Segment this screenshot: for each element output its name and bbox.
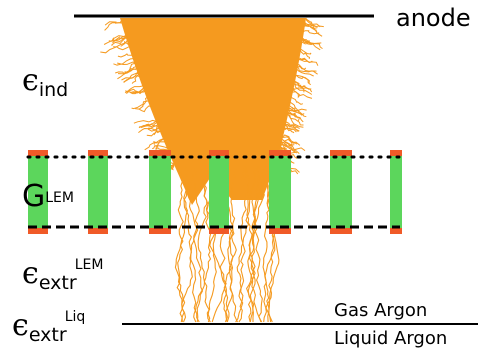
liquid-argon-label: Liquid Argon [334, 330, 447, 348]
lem-insulator [88, 156, 108, 228]
lem-bottom-electrode [269, 228, 291, 234]
lem-top-electrode [390, 150, 402, 156]
extraction-field-lem-label: ϵextrLEM [22, 258, 103, 293]
lem-bottom-electrode [28, 228, 48, 234]
extraction-liquid-superscript: Liq [65, 309, 86, 325]
epsilon-symbol: ϵ [22, 63, 39, 98]
lem-top-electrode [330, 150, 352, 156]
lem-bottom-electrode [88, 228, 108, 234]
gas-argon-label: Gas Argon [334, 302, 427, 320]
lem-gain-subscript: LEM [45, 190, 74, 206]
extraction-lem-superscript: LEM [75, 257, 104, 273]
lem-insulator [269, 156, 291, 228]
avalanche-track [118, 53, 133, 57]
lem-bottom-electrode [149, 228, 171, 234]
avalanche-track [297, 64, 318, 74]
lem-insulator [209, 156, 229, 228]
gain-symbol: G [22, 179, 45, 214]
epsilon-symbol: ϵ [12, 308, 29, 343]
induction-field-label: ϵind [22, 66, 68, 100]
lem-insulator [330, 156, 352, 228]
lem-top-electrode [149, 150, 171, 156]
lem-bottom-electrode [330, 228, 352, 234]
lem-bottom-electrode [390, 228, 402, 234]
lem-bottom-electrode [209, 228, 229, 234]
lem-plate [28, 150, 402, 234]
avalanche-track [124, 76, 142, 83]
extraction-lem-subscript: extr [39, 272, 77, 294]
lem-gain-label: GLEM [22, 182, 74, 212]
lem-top-electrode [269, 150, 291, 156]
lem-insulator [149, 156, 171, 228]
extraction-liquid-subscript: extr [29, 324, 67, 346]
avalanche-track [298, 59, 318, 65]
extraction-field-liquid-label: ϵextrLiq [12, 310, 85, 345]
lem-top-electrode [209, 150, 229, 156]
avalanche-track [152, 146, 168, 149]
lem-top-electrode [88, 150, 108, 156]
lem-top-electrode [28, 150, 48, 156]
lem-insulator [390, 156, 402, 228]
induction-field-subscript: ind [39, 79, 68, 101]
epsilon-symbol: ϵ [22, 256, 39, 291]
anode-label: anode [396, 6, 471, 30]
